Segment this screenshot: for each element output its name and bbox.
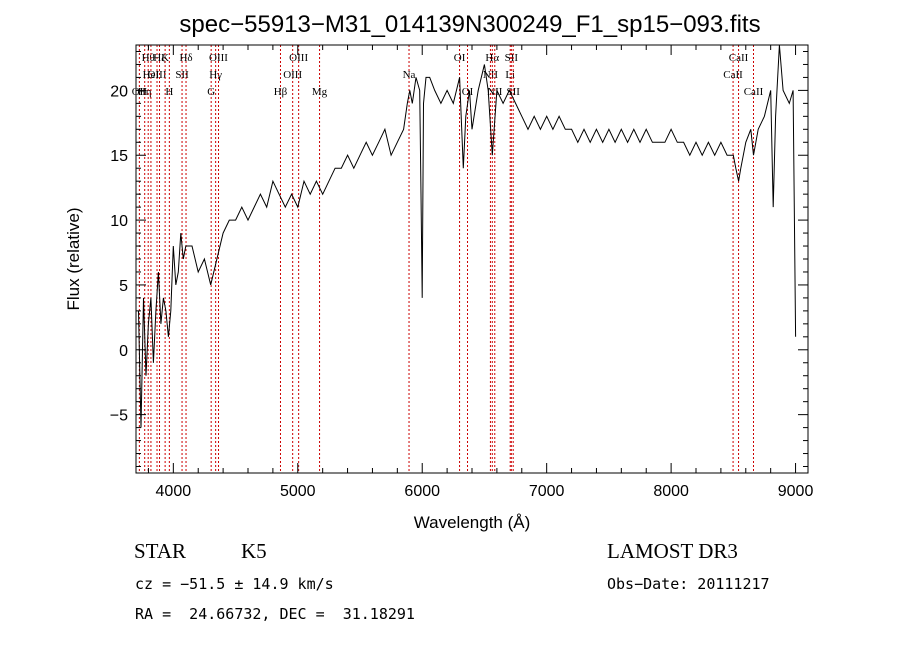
line-marker-label: OIII xyxy=(209,52,228,64)
y-tick-label: 15 xyxy=(110,148,128,165)
line-marker-label: Hγ xyxy=(209,69,222,81)
line-marker-label: Hδ xyxy=(179,52,192,64)
object-class: STAR xyxy=(134,539,186,563)
redshift-velocity: cz = −51.5 ± 14.9 km/s xyxy=(135,575,334,593)
line-marker-label: SII xyxy=(175,69,189,81)
x-axis-label: Wavelength (Å) xyxy=(414,513,531,532)
line-marker-label: Li xyxy=(505,69,515,81)
y-tick-label: 10 xyxy=(110,213,128,230)
survey-name: LAMOST DR3 xyxy=(607,539,738,563)
line-markers: OIIHηHθHeIOIIIHζKHSIIHδGHγOIIIHβOIIIOIII… xyxy=(132,45,764,473)
y-tick-label: 20 xyxy=(110,83,128,100)
line-marker-label: SII xyxy=(505,52,519,64)
line-marker-label: CaII xyxy=(744,86,764,98)
x-tick-label: 6000 xyxy=(404,483,440,500)
y-axis-label: Flux (relative) xyxy=(64,208,83,311)
line-marker-label: OI xyxy=(462,86,474,98)
y-axis: −5 0 5 10 15 20 xyxy=(110,50,808,468)
spectrum-series xyxy=(138,44,797,428)
line-marker-label: Na xyxy=(403,69,416,81)
line-marker-label: G xyxy=(207,86,215,98)
line-marker-label: Hα xyxy=(485,52,499,64)
x-tick-label: 4000 xyxy=(156,483,192,500)
y-tick-label: 0 xyxy=(119,343,128,360)
line-marker-label: OIII xyxy=(148,69,167,81)
x-axis: 4000 5000 6000 7000 8000 9000 xyxy=(147,45,814,500)
y-tick-label: −5 xyxy=(110,408,128,425)
line-marker-label: Hθ xyxy=(142,52,155,64)
line-marker-label: OIII xyxy=(283,69,302,81)
line-marker-label: Mg xyxy=(312,86,328,98)
line-marker-label: Hη xyxy=(138,86,152,98)
observation-date: Obs−Date: 20111217 xyxy=(607,575,770,593)
plot-frame xyxy=(135,44,809,474)
coordinates: RA = 24.66732, DEC = 31.18291 xyxy=(135,605,415,623)
x-tick-label: 7000 xyxy=(529,483,565,500)
line-marker-label: CaII xyxy=(729,52,749,64)
line-marker-label: H xyxy=(165,86,173,98)
line-marker-label: HeI xyxy=(143,69,160,81)
line-marker-label: Hβ xyxy=(274,86,288,98)
line-marker-label: OI xyxy=(454,52,466,64)
line-marker-label: OIII xyxy=(289,52,308,64)
y-tick-label: 5 xyxy=(119,278,128,295)
line-marker-label: NII xyxy=(487,86,503,98)
line-marker-label: K xyxy=(161,52,169,64)
line-marker-label: CaII xyxy=(723,69,743,81)
x-tick-label: 8000 xyxy=(653,483,689,500)
spectrum-line xyxy=(138,44,797,428)
line-marker-label: Hζ xyxy=(153,52,166,64)
object-subclass: K5 xyxy=(241,539,267,563)
chart-title: spec−55913−M31_014139N300249_F1_sp15−093… xyxy=(179,11,760,38)
x-tick-label: 5000 xyxy=(280,483,316,500)
line-marker-label: SII xyxy=(506,86,520,98)
x-tick-label: 9000 xyxy=(778,483,814,500)
